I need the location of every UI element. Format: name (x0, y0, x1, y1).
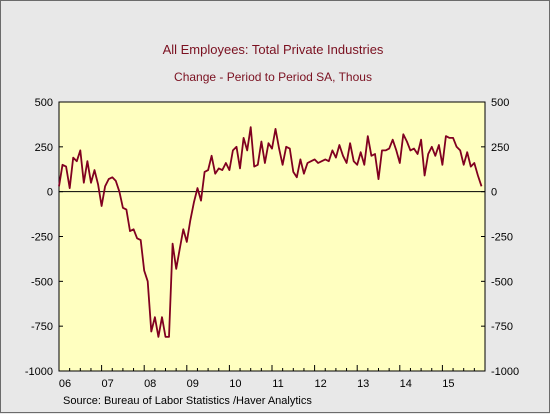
x-tick-label: 06 (59, 378, 71, 390)
y-tick-label-left: 500 (35, 97, 53, 109)
y-tick-label-right: 500 (491, 97, 509, 109)
y-tick-label-right: -500 (491, 276, 513, 288)
y-tick-label-left: -1000 (25, 366, 53, 378)
y-tick-label-right: -250 (491, 232, 513, 244)
plot-area: 500 500 250 250 0 0 -250 -250 -500 -500 -750 -750 -1… (25, 97, 519, 390)
y-tick-label-left: 0 (47, 187, 53, 199)
x-tick-label: 14 (400, 378, 412, 390)
y-tick-label-left: -250 (31, 232, 53, 244)
x-tick-label: 11 (272, 378, 283, 390)
y-tick-label-right: -750 (491, 321, 513, 333)
x-tick-label: 07 (101, 378, 113, 390)
series-line (58, 126, 483, 338)
chart-title: All Employees: Total Private Industries (163, 42, 384, 57)
x-tick-label: 13 (357, 378, 369, 390)
x-tick-label: 08 (144, 378, 156, 390)
chart-subtitle: Change - Period to Period SA, Thous (174, 70, 372, 84)
y-tick-label-left: 250 (35, 142, 53, 154)
x-tick-label: 10 (229, 378, 241, 390)
y-tick-label-left: -750 (31, 321, 53, 333)
x-tick-label: 12 (314, 378, 326, 390)
x-tick-label: 09 (187, 378, 199, 390)
y-tick-label-right: 250 (491, 142, 509, 154)
x-tick-label: 15 (442, 378, 454, 390)
y-tick-label-right: -1000 (491, 366, 519, 378)
y-tick-label-right: 0 (491, 187, 497, 199)
y-tick-label-left: -500 (31, 276, 53, 288)
chart-source: Source: Bureau of Labor Statistics /Have… (63, 395, 312, 407)
